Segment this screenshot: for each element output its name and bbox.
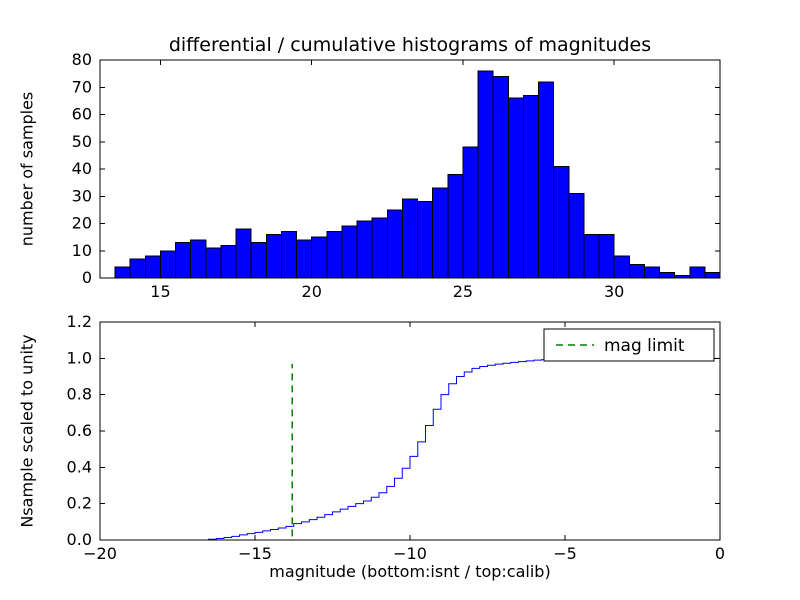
histogram-bar: [114, 266, 131, 279]
y-tick-label: 80: [72, 50, 92, 69]
histogram-bar: [583, 233, 600, 279]
histogram-bar: [356, 220, 373, 279]
histogram-bar: [250, 242, 267, 279]
x-tick-label: 25: [453, 282, 473, 301]
histogram-bar: [492, 75, 509, 279]
histogram-bar: [432, 187, 449, 279]
y-tick-label: 0.0: [67, 530, 92, 549]
y-tick-label: 30: [72, 186, 92, 205]
y-tick-label: 1.2: [67, 312, 92, 331]
legend: mag limit: [543, 328, 715, 362]
histogram-bar: [235, 228, 252, 279]
y-tick-label: 50: [72, 132, 92, 151]
histogram-bar: [280, 231, 298, 279]
y-tick-label: 0.2: [67, 494, 92, 513]
histogram-bar: [159, 250, 177, 279]
x-tick-label: 20: [302, 282, 322, 301]
y-tick-label: 70: [72, 77, 92, 96]
histogram-bar: [462, 146, 479, 279]
x-tick-label: −15: [238, 544, 272, 563]
histogram-bar: [477, 70, 494, 279]
ticks: [99, 321, 721, 541]
histogram-bar: [296, 239, 313, 279]
histogram-bar: [205, 247, 222, 279]
histogram-bars: [114, 70, 721, 279]
y-tick-label: 0: [82, 268, 92, 287]
histogram-bar: [689, 266, 706, 279]
histogram-bar: [659, 272, 676, 279]
histogram-bar: [507, 97, 524, 279]
bottom-ylabel: Nsample scaled to unity: [17, 334, 37, 528]
differential-histogram-axes: 15 20 25 30 0 10 20 30 40 50 60 70 80: [72, 50, 721, 301]
histogram-bar: [175, 242, 192, 279]
histogram-bar: [220, 244, 237, 279]
histogram-bar: [447, 173, 464, 279]
x-tick-label: 0: [715, 544, 725, 563]
histogram-bar: [538, 81, 555, 279]
chart-title: differential / cumulative histograms of …: [168, 34, 652, 56]
cumulative-histogram-axes: mag limit −20 −15 −10 −5 0 0.0 0.2 0.4 0.6 0.8 1.0 1…: [67, 312, 726, 563]
bottom-xlabel: magnitude (bottom:isnt / top:calib): [269, 562, 551, 581]
histogram-bar: [613, 255, 630, 279]
y-tick-label: 0.8: [67, 385, 92, 404]
histogram-bar: [628, 263, 645, 279]
histogram-bar: [386, 209, 403, 279]
histogram-bar: [401, 198, 419, 279]
histogram-bar: [265, 233, 282, 279]
histogram-bar: [311, 236, 328, 279]
y-tick-label: 60: [72, 105, 92, 124]
cumulative-step-line: [208, 357, 720, 540]
histogram-bar: [568, 193, 585, 279]
x-tick-label: −5: [553, 544, 577, 563]
x-tick-label: −20: [83, 544, 117, 563]
y-tick-label: 1.0: [67, 348, 92, 367]
x-tick-label: −10: [393, 544, 427, 563]
y-tick-label: 0.6: [67, 421, 92, 440]
histogram-bar: [144, 255, 161, 279]
ticks: [100, 59, 720, 279]
histogram-bar: [326, 231, 343, 279]
y-tick-label: 10: [72, 241, 92, 260]
histogram-bar: [522, 94, 540, 279]
y-tick-label: 20: [72, 214, 92, 233]
y-tick-label: 0.4: [67, 457, 92, 476]
x-tick-label: 30: [604, 282, 624, 301]
x-tick-label: 15: [150, 282, 170, 301]
y-tick-label: 40: [72, 159, 92, 178]
histogram-bar: [598, 233, 615, 279]
histogram-bar: [129, 258, 146, 279]
histogram-bar: [553, 165, 570, 279]
histogram-bar: [341, 225, 358, 279]
top-ylabel: number of samples: [17, 91, 37, 247]
histogram-bar: [417, 201, 434, 279]
histogram-bar: [704, 272, 721, 279]
legend-label: mag limit: [604, 336, 685, 356]
histogram-bar: [643, 266, 661, 279]
histogram-bar: [371, 217, 388, 279]
histogram-bar: [190, 239, 207, 279]
